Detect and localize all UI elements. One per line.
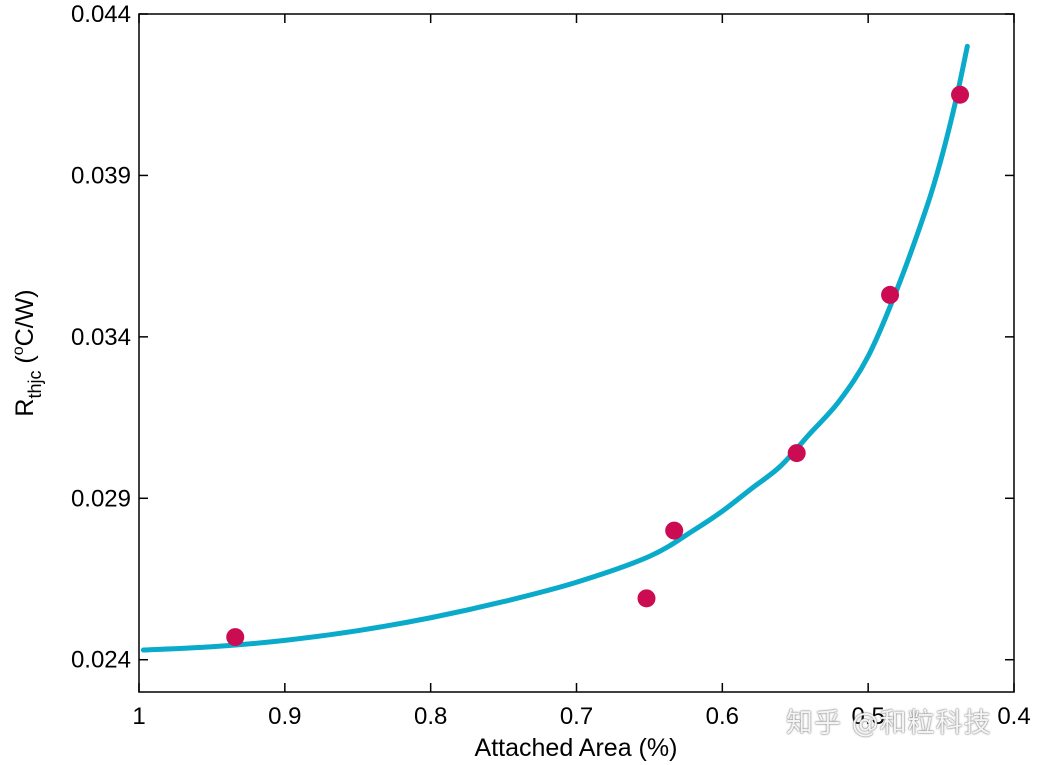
data-point — [787, 444, 806, 463]
x-tick-label: 0.5 — [851, 703, 884, 730]
data-point — [637, 589, 656, 608]
fit-curve — [140, 43, 970, 653]
data-point — [881, 285, 900, 304]
data-point — [665, 521, 684, 540]
data-points — [226, 85, 970, 647]
y-tick-label: 0.039 — [71, 162, 131, 189]
x-tick-label: 0.9 — [268, 703, 301, 730]
y-axis-label-unit-close: C/W) — [11, 289, 39, 346]
y-tick-label: 0.034 — [71, 324, 131, 351]
y-axis-label-subscript: thjc — [25, 371, 45, 399]
y-axis-label-base: R — [11, 399, 39, 417]
x-tick-label: 1 — [132, 703, 145, 730]
y-tick-labels: 0.024 0.029 0.034 0.039 0.044 — [71, 1, 131, 674]
data-point — [226, 628, 245, 647]
x-axis-label: Attached Area (%) — [475, 734, 678, 762]
plot-frame — [138, 13, 1015, 693]
watermark: 知乎 @和粒科技 — [786, 708, 992, 739]
x-tick-labels: 1 0.9 0.8 0.7 0.6 0.5 0.4 — [132, 703, 1030, 730]
data-point — [951, 85, 970, 104]
x-tick-label: 0.7 — [560, 703, 593, 730]
y-tick-label: 0.024 — [71, 647, 131, 674]
x-tick-label: 0.8 — [414, 703, 447, 730]
y-tick-label: 0.044 — [71, 1, 131, 28]
y-axis-label: Rthjc (oC/W) — [10, 289, 45, 416]
svg-text:Rthjc (oC/W): Rthjc (oC/W) — [10, 289, 45, 416]
x-tick-label: 0.4 — [997, 703, 1030, 730]
fit-curve-layer — [140, 43, 970, 653]
y-axis-label-unit-open: ( — [11, 355, 39, 371]
x-tick-label: 0.6 — [706, 703, 739, 730]
y-axis-label-superscript: o — [10, 346, 27, 355]
tick-marks — [138, 13, 1015, 692]
y-tick-label: 0.029 — [71, 485, 131, 512]
